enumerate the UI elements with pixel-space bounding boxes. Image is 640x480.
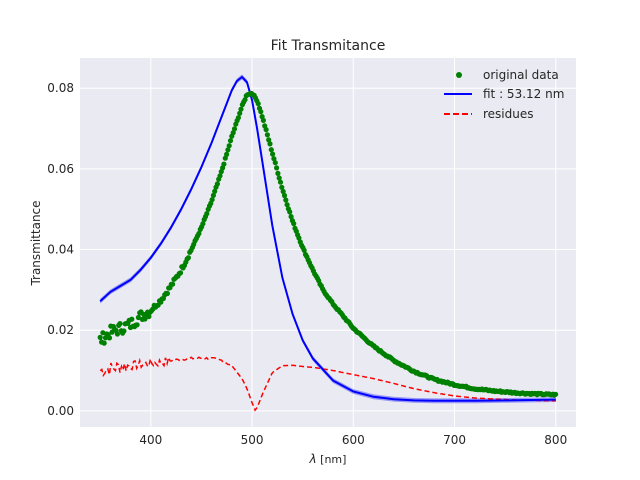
data-point (274, 165, 280, 171)
data-point (237, 110, 243, 116)
data-point (238, 106, 244, 112)
x-tick-label: 600 (342, 433, 365, 447)
y-tick-label: 0.04 (47, 243, 74, 257)
gridlines (80, 58, 576, 427)
chart-title: Fit Transmitance (271, 38, 386, 54)
data-point (121, 328, 127, 334)
tick-labels: 400 500 600 700 800 0.00 0.02 0.04 0.06 0.08 (47, 81, 567, 447)
data-point (296, 235, 302, 241)
data-point (263, 127, 269, 133)
series-original-data (97, 90, 559, 398)
data-point (268, 147, 274, 153)
data-point (227, 138, 234, 144)
series-layer (97, 74, 559, 412)
data-point (224, 151, 230, 157)
data-point (284, 202, 290, 208)
data-point (553, 391, 559, 397)
data-point (100, 330, 106, 336)
data-point (135, 314, 141, 321)
x-axis-unit: [nm] (317, 453, 347, 466)
data-point (214, 181, 220, 187)
data-point (242, 97, 248, 103)
series-residues (99, 355, 556, 412)
data-point (217, 173, 223, 179)
data-point (177, 270, 184, 276)
data-point (260, 117, 266, 123)
series-fit (99, 75, 556, 402)
legend-label-residues: residues (483, 107, 534, 121)
data-point (275, 170, 281, 176)
data-point (170, 281, 176, 287)
y-axis-label: Transmittance (29, 200, 43, 286)
x-tick-label: 800 (544, 433, 567, 447)
data-point (221, 161, 227, 167)
legend: original data fit : 53.12 nm residues (444, 68, 564, 121)
legend-marker-original (456, 72, 462, 78)
data-point (226, 143, 232, 149)
data-point (281, 192, 288, 199)
data-point (235, 115, 241, 121)
data-point (196, 230, 202, 237)
data-point (146, 313, 152, 320)
data-point (272, 160, 278, 166)
legend-label-fit: fit : 53.12 nm (483, 87, 564, 101)
data-point (277, 179, 284, 185)
y-tick-label: 0.06 (47, 162, 74, 176)
data-point (255, 101, 261, 107)
data-point (264, 132, 270, 138)
data-point (231, 126, 238, 132)
data-point (283, 197, 289, 203)
data-point (279, 184, 285, 190)
x-tick-label: 400 (139, 433, 162, 447)
data-point (287, 209, 293, 215)
data-point (270, 151, 276, 157)
data-point (129, 316, 135, 322)
data-point (97, 334, 103, 340)
data-point (301, 247, 307, 253)
y-tick-label: 0.02 (47, 323, 74, 337)
data-point (101, 340, 107, 346)
x-axis-symbol: λ (309, 452, 317, 466)
data-point (271, 156, 277, 162)
data-point (267, 141, 273, 147)
data-point (185, 255, 191, 261)
data-point (117, 321, 123, 327)
x-axis-label: λ [nm] (309, 452, 347, 466)
data-point (134, 322, 140, 328)
data-point (266, 137, 272, 143)
x-tick-label: 700 (443, 433, 466, 447)
legend-label-original: original data (483, 68, 559, 82)
data-point (209, 197, 215, 203)
data-point (288, 214, 294, 220)
y-tick-label: 0.00 (47, 404, 74, 418)
data-point (106, 335, 113, 341)
data-point (210, 192, 216, 198)
data-point (258, 109, 264, 115)
data-point (114, 331, 120, 337)
y-tick-label: 0.08 (47, 81, 74, 95)
x-tick-label: 500 (241, 433, 264, 447)
data-point (164, 290, 170, 297)
data-point (204, 211, 210, 217)
data-point (276, 175, 282, 181)
data-point (291, 221, 297, 227)
data-point (225, 147, 231, 153)
data-point (200, 221, 206, 227)
data-point (280, 188, 286, 195)
data-point (212, 188, 218, 194)
